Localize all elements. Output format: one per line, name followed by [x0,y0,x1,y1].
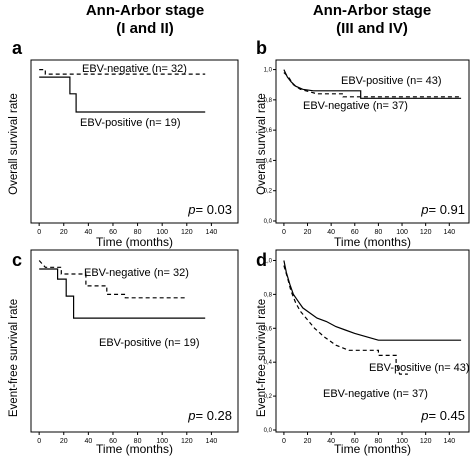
x-tick-label-d: 100 [396,438,408,445]
x-tick-label-a: 80 [134,229,142,236]
stage-title-right-line2: (III and IV) [336,20,408,37]
x-tick-label-b: 20 [304,229,312,236]
x-tick-label-b: 140 [443,229,455,236]
x-tick-label-b: 120 [420,229,432,236]
stage-title-left-line1: Ann-Arbor stage [85,2,205,19]
y-tick-label-b: 0,8 [264,98,273,104]
plot-frame-c [30,249,239,433]
series-line-b-ebv-negative [283,72,462,98]
x-tick-label-b: 100 [396,229,408,236]
x-axis-label-a: Time (months) [96,235,173,249]
x-tick-label-a: 40 [84,229,92,236]
panel-letter-d: d [256,250,267,270]
y-tick-label-d: 0,4 [264,360,273,366]
y-tick-label-b: 0,0 [264,219,273,225]
x-tick-label-a: 100 [156,229,168,236]
plot-frame-d [275,249,470,433]
stage-title-left: Ann-Arbor stage (I and II) [45,2,245,38]
plot-frame-b [275,59,470,224]
x-tick-label-d: 80 [375,438,383,445]
x-tick-label-d: 20 [304,438,312,445]
series-label-d-2: EBV-negative (n= 37) [323,388,428,400]
series-line-a-ebv-negative [39,69,206,75]
x-tick-label-c: 100 [156,438,168,445]
x-tick-label-b: 80 [375,229,383,236]
y-tick-label-b: 0,6 [264,128,273,134]
series-label-b-1: EBV-positive (n= 43) [341,75,442,87]
x-tick-label-c: 40 [84,438,92,445]
y-tick-label-d: 0,6 [264,326,273,332]
series-label-b-2: EBV-negative (n= 37) [303,100,408,112]
stage-title-left-line2: (I and II) [116,20,174,37]
x-tick-label-c: 80 [134,438,142,445]
p-value-c: p= 0.28 [187,408,232,423]
stage-title-right-line1: Ann-Arbor stage [312,2,432,19]
y-tick-label-d: 0,8 [264,292,273,298]
series-label-c-2: EBV-positive (n= 19) [99,337,200,349]
series-line-d-ebv-positive [283,260,462,341]
x-tick-label-d: 40 [327,438,335,445]
x-tick-label-a: 0 [37,229,41,236]
x-tick-label-c: 20 [60,438,68,445]
p-value-a: p= 0.03 [187,202,232,217]
panel-letter-c: c [12,250,23,270]
panel-letter-a: a [12,38,23,58]
x-axis-label-b: Time (months) [334,235,411,249]
x-tick-label-d: 60 [351,438,359,445]
series-line-d-ebv-negative [283,265,408,375]
y-tick-label-b: 0,4 [264,158,273,164]
x-axis-label-c: Time (months) [96,442,173,456]
p-value-d: p= 0.45 [420,408,465,423]
x-tick-label-c: 120 [181,438,193,445]
x-tick-label-a: 120 [181,229,193,236]
series-label-d-1: EBV-positive (n= 43) [369,362,470,374]
y-tick-label-b: 0,2 [264,189,273,195]
plot-frame-a [30,59,239,224]
x-tick-label-a: 60 [109,229,117,236]
y-tick-label-d: 0,0 [264,428,273,434]
x-tick-label-d: 140 [443,438,455,445]
x-tick-label-c: 60 [109,438,117,445]
x-tick-label-c: 0 [37,438,41,445]
x-tick-label-a: 20 [60,229,68,236]
y-tick-label-d: 1,0 [264,258,273,264]
x-tick-label-b: 0 [282,229,286,236]
x-tick-label-c: 140 [206,438,218,445]
x-tick-label-b: 60 [351,229,359,236]
x-tick-label-d: 120 [420,438,432,445]
series-label-c-1: EBV-negative (n= 32) [84,267,189,279]
p-value-b: p= 0.91 [420,202,465,217]
y-tick-label-d: 0,2 [264,394,273,400]
series-line-c-ebv-positive [39,268,206,319]
x-tick-label-b: 40 [327,229,335,236]
series-line-a-ebv-positive [39,76,206,113]
series-line-b-ebv-positive [283,69,462,99]
x-axis-label-d: Time (months) [334,442,411,456]
series-label-a-2: EBV-positive (n= 19) [80,117,181,129]
x-tick-label-d: 0 [282,438,286,445]
stage-title-right: Ann-Arbor stage (III and IV) [272,2,472,38]
panel-letter-b: b [256,38,267,58]
series-label-a-1: EBV-negative (n= 32) [82,63,187,75]
y-tick-label-b: 1,0 [264,68,273,74]
x-tick-label-a: 140 [206,229,218,236]
